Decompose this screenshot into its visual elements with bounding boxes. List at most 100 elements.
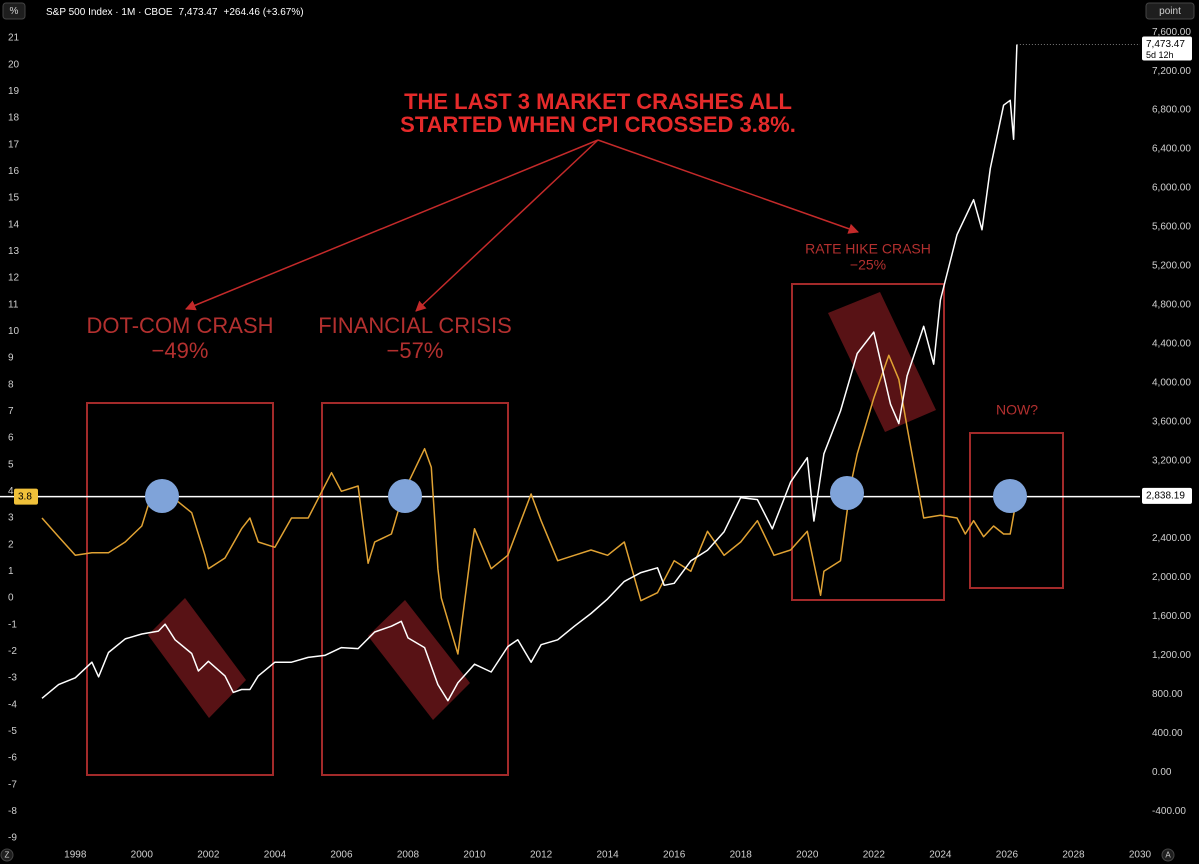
y-tick-label: 4: [8, 486, 14, 497]
x-tick-label: 2016: [663, 850, 686, 861]
y2-tick-label: 0.00: [1152, 767, 1172, 778]
y-tick-label: 5: [8, 459, 14, 470]
x-tick-label: 2010: [463, 850, 486, 861]
header: S&P 500 Index · 1M · CBOE 7,473.47 +264.46…: [46, 7, 304, 18]
y-tick-label: 3: [8, 513, 14, 524]
y-tick-label: -3: [8, 673, 17, 684]
y-tick-label: 15: [8, 193, 20, 204]
crash-drop: −49%: [152, 338, 209, 363]
dotcom-box: [86, 402, 274, 776]
financial-shade: [368, 600, 470, 720]
y2-tick-label: 6,400.00: [1152, 144, 1191, 155]
y2-tick-label: 800.00: [1152, 689, 1183, 700]
y-tick-label: -5: [8, 726, 17, 737]
reference-value-label: 3.8: [18, 491, 32, 502]
cross-marker: [993, 479, 1027, 513]
crash-label: FINANCIAL CRISIS: [318, 313, 512, 338]
zoom-button-label[interactable]: Z: [5, 851, 10, 860]
y2-tick-label: 3,600.00: [1152, 416, 1191, 427]
y-tick-label: -6: [8, 753, 17, 764]
crash-label: RATE HIKE CRASH: [805, 241, 931, 257]
y-tick-label: 19: [8, 86, 20, 97]
zoom-button[interactable]: [0, 848, 14, 862]
point-button[interactable]: [1145, 2, 1195, 20]
x-tick-label: 2030: [1129, 850, 1152, 861]
change: +264.46 (+3.67%): [223, 7, 303, 18]
cross-marker: [388, 479, 422, 513]
x-tick-label: 2024: [929, 850, 952, 861]
y2-tick-label: 5,200.00: [1152, 261, 1191, 272]
crash-label: DOT-COM CRASH: [87, 313, 274, 338]
y-tick-label: 7: [8, 406, 14, 417]
y-tick-label: -4: [8, 699, 17, 710]
y2-tick-label: 1,200.00: [1152, 650, 1191, 661]
y-tick-label: 17: [8, 139, 20, 150]
y2-tick-label: 6,000.00: [1152, 183, 1191, 194]
percent-button[interactable]: [2, 2, 26, 20]
x-tick-label: 2000: [131, 850, 154, 861]
auto-button[interactable]: [1161, 848, 1175, 862]
y2-tick-label: 7,600.00: [1152, 27, 1191, 38]
x-tick-label: 2022: [863, 850, 886, 861]
y-tick-label: -8: [8, 806, 17, 817]
arrow: [597, 139, 859, 234]
y-tick-label: 2: [8, 539, 14, 550]
y2-tick-label: 1,600.00: [1152, 611, 1191, 622]
y-tick-label: 21: [8, 33, 20, 44]
x-tick-label: 2012: [530, 850, 553, 861]
y-tick-label: 16: [8, 166, 20, 177]
y-tick-label: -9: [8, 833, 17, 844]
reference-value-box: [14, 488, 38, 505]
headline: STARTED WHEN CPI CROSSED 3.8%.: [400, 112, 796, 137]
y-tick-label: -7: [8, 779, 17, 790]
y-tick-label: 14: [8, 219, 20, 230]
headline: THE LAST 3 MARKET CRASHES ALL: [404, 89, 792, 114]
y-tick-label: -2: [8, 646, 17, 657]
x-tick-label: 2018: [730, 850, 753, 861]
series-line: [41, 354, 1018, 655]
x-tick-label: 2004: [264, 850, 287, 861]
y2-tick-label: 4,000.00: [1152, 377, 1191, 388]
symbol: S&P 500 Index · 1M · CBOE: [46, 7, 173, 18]
y2-tick-label: 5,600.00: [1152, 222, 1191, 233]
now-label: NOW?: [996, 402, 1038, 418]
y-tick-label: 6: [8, 433, 14, 444]
arrow: [415, 139, 599, 312]
series-line: [41, 44, 1018, 702]
cross-marker: [830, 476, 864, 510]
crash-drop: −57%: [387, 338, 444, 363]
countdown-label: 5d 12h: [1146, 50, 1174, 60]
plot: [0, 44, 1140, 702]
reference-price-box: [1142, 487, 1192, 504]
x-tick-label: 1998: [64, 850, 87, 861]
x-tick-label: 2026: [996, 850, 1019, 861]
x-tick-label: 2002: [197, 850, 220, 861]
y-tick-label: 13: [8, 246, 20, 257]
y-tick-label: 10: [8, 326, 20, 337]
dotcom-shade: [148, 598, 246, 718]
ratehike-box: [791, 283, 945, 601]
y-tick-label: 1: [8, 566, 14, 577]
y2-tick-label: 2,400.00: [1152, 533, 1191, 544]
financial-box: [321, 402, 509, 776]
y-tick-label: 0: [8, 593, 14, 604]
cross-marker: [145, 479, 179, 513]
percent-button-label[interactable]: %: [10, 6, 19, 17]
x-tick-label: 2008: [397, 850, 420, 861]
y-tick-label: 20: [8, 59, 20, 70]
auto-button-label[interactable]: A: [1165, 851, 1171, 860]
y2-tick-label: 7,200.00: [1152, 66, 1191, 77]
y-tick-label: 18: [8, 113, 20, 124]
crash-drop: −25%: [850, 257, 886, 273]
y2-tick-label: -400.00: [1152, 806, 1186, 817]
x-tick-label: 2028: [1062, 850, 1085, 861]
y-tick-label: 9: [8, 353, 14, 364]
y-tick-label: 11: [8, 299, 19, 310]
y2-tick-label: 6,800.00: [1152, 105, 1191, 116]
price: 7,473.47: [179, 7, 218, 18]
ratehike-shade: [828, 292, 936, 432]
last-price-box: [1142, 36, 1192, 61]
y-tick-label: 8: [8, 379, 14, 390]
point-button-label[interactable]: point: [1159, 6, 1181, 17]
